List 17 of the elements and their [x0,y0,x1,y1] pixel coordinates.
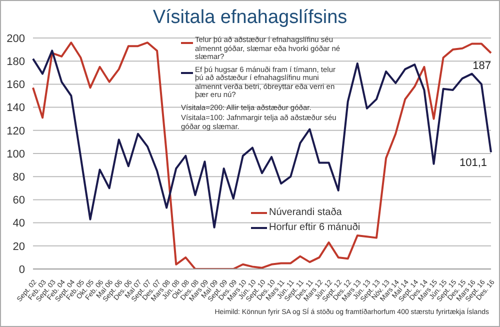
data-label: 187 [472,60,491,72]
line-series [32,42,492,269]
y-tick-label: 80 [12,172,25,184]
y-tick-label: 0 [18,264,25,276]
y-tick-label: 200 [6,32,25,45]
y-tick-label: 180 [6,56,25,68]
y-tick-label: 100 [6,148,25,160]
chart-title: Vísitala efnahagslífsins [152,7,348,29]
legend-label: Núverandi staða [268,206,343,220]
y-tick-label: 160 [6,79,25,92]
y-tick-label: 120 [6,125,25,138]
y-tick-label: 20 [12,240,25,253]
y-tick-label: 60 [12,194,25,207]
legend-label: Horfur eftir 6 mánuði [268,221,360,235]
data-label: 101,1 [459,157,487,170]
y-tick-label: 40 [12,218,25,230]
y-tick-label: 140 [6,102,25,114]
